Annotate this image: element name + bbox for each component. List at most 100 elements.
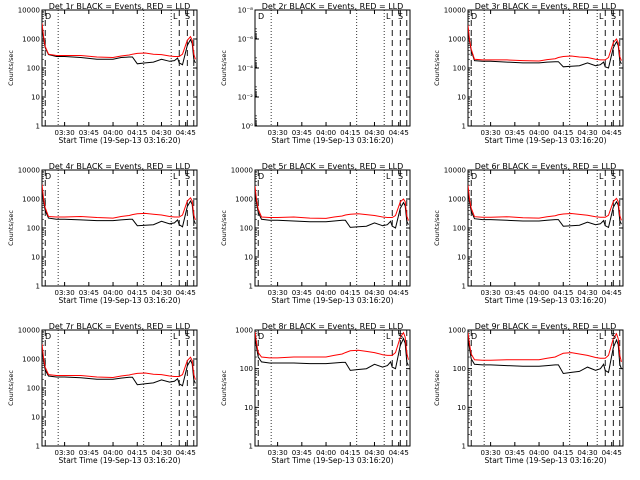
x-tick-label: 04:00 — [529, 129, 549, 137]
x-tick-label: 04:15 — [127, 449, 147, 457]
y-tick-label: 10 — [31, 254, 40, 262]
x-tick-label: 03:30 — [481, 449, 501, 457]
x-tick-label: 04:45 — [176, 449, 196, 457]
y-tick-label: 100 — [240, 365, 253, 373]
y-tick-label: 10 — [457, 254, 466, 262]
chart-panel: Det 8r BLACK = Events, RED = LLD Counts/s… — [220, 322, 411, 465]
series-line-events — [42, 346, 196, 387]
chart-title: Det 8r BLACK = Events, RED = LLD — [262, 322, 404, 331]
x-axis-label: Start Time (19-Sep-13 03:16:20) — [272, 456, 394, 465]
series-line-events — [468, 337, 622, 375]
y-tick-label: 10⁻⁸ — [238, 7, 254, 15]
y-tick-label: 1 — [462, 283, 466, 291]
x-tick-label: 04:15 — [340, 129, 360, 137]
x-tick-label: 04:30 — [364, 289, 384, 297]
series-line-events — [255, 189, 409, 229]
plot-frame — [467, 329, 624, 447]
chart-title: Det 6r BLACK = Events, RED = LLD — [475, 162, 617, 171]
y-tick-label: 1000 — [22, 196, 40, 204]
series-line-lld — [468, 185, 622, 221]
x-tick-label: 03:30 — [481, 129, 501, 137]
y-axis-label: Counts/sec — [433, 50, 441, 86]
x-tick-label: 04:15 — [127, 129, 147, 137]
x-tick-label: 04:45 — [602, 129, 622, 137]
mode-marker-s: S — [611, 172, 616, 181]
chart-title: Det 7r BLACK = Events, RED = LLD — [49, 322, 191, 331]
x-tick-label: 04:30 — [364, 129, 384, 137]
x-tick-label: 04:30 — [577, 129, 597, 137]
x-tick-label: 04:00 — [529, 449, 549, 457]
y-tick-label: 1000 — [235, 327, 253, 335]
x-tick-label: 04:30 — [151, 129, 171, 137]
chart-title: Det 1r BLACK = Events, RED = LLD — [49, 2, 191, 11]
x-tick-label: 04:15 — [127, 289, 147, 297]
mode-marker-s: S — [185, 172, 190, 181]
mode-marker-d: D — [471, 332, 477, 341]
y-tick-label: 10⁻⁴ — [238, 65, 254, 73]
x-tick-label: 04:30 — [577, 289, 597, 297]
y-tick-label: 1 — [249, 283, 253, 291]
y-tick-label: 10000 — [18, 327, 40, 335]
x-tick-label: 03:45 — [79, 289, 99, 297]
y-tick-label: 100 — [240, 225, 253, 233]
mode-marker-d: D — [258, 332, 264, 341]
y-tick-label: 10⁻⁶ — [238, 36, 254, 44]
y-tick-label: 10 — [457, 94, 466, 102]
plot-frame — [254, 329, 411, 447]
y-axis-label: Counts/sec — [7, 210, 15, 246]
series-line-lld — [42, 184, 196, 221]
series-line-events — [468, 187, 622, 229]
series-line-lld — [468, 332, 622, 363]
series-line-lld — [468, 25, 622, 62]
chart-panel: Det 1r BLACK = Events, RED = LLD Counts/s… — [7, 2, 198, 145]
chart-title: Det 4r BLACK = Events, RED = LLD — [49, 162, 191, 171]
plot-frame — [41, 9, 198, 127]
x-axis-label: Start Time (19-Sep-13 03:16:20) — [272, 136, 394, 145]
y-tick-label: 100 — [27, 385, 40, 393]
mode-marker-l: L — [599, 172, 604, 181]
y-tick-label: 10 — [457, 404, 466, 412]
mode-marker-s: S — [398, 332, 403, 341]
y-tick-label: 10 — [31, 414, 40, 422]
x-axis-label: Start Time (19-Sep-13 03:16:20) — [485, 136, 607, 145]
chart-panel: Det 9r BLACK = Events, RED = LLD Counts/s… — [433, 322, 624, 465]
y-tick-label: 10000 — [444, 7, 466, 15]
mode-marker-s: S — [398, 172, 403, 181]
chart-panel: Det 4r BLACK = Events, RED = LLD Counts/s… — [7, 162, 198, 305]
x-axis-label: Start Time (19-Sep-13 03:16:20) — [485, 456, 607, 465]
x-axis-label: Start Time (19-Sep-13 03:16:20) — [485, 296, 607, 305]
x-tick-label: 04:00 — [103, 449, 123, 457]
y-axis-label: Counts/sec — [433, 210, 441, 246]
x-tick-label: 04:00 — [316, 289, 336, 297]
plot-frame — [467, 169, 624, 287]
series-line-lld — [255, 185, 409, 221]
series-line-lld — [42, 343, 196, 380]
chart-panel: Det 6r BLACK = Events, RED = LLD Counts/s… — [433, 162, 624, 305]
x-tick-label: 03:45 — [505, 129, 525, 137]
x-tick-label: 04:15 — [553, 289, 573, 297]
x-tick-label: 03:45 — [292, 129, 312, 137]
chart-panel: Det 2r BLACK = Events, RED = LLD Counts/s… — [220, 2, 411, 145]
x-tick-label: 03:30 — [268, 289, 288, 297]
mode-marker-d: D — [45, 172, 51, 181]
x-tick-label: 04:45 — [389, 449, 409, 457]
x-tick-label: 04:00 — [316, 449, 336, 457]
mode-marker-d: D — [258, 12, 264, 21]
x-tick-label: 04:00 — [103, 289, 123, 297]
x-axis-label: Start Time (19-Sep-13 03:16:20) — [59, 456, 181, 465]
x-tick-label: 04:30 — [577, 449, 597, 457]
chart-title: Det 9r BLACK = Events, RED = LLD — [475, 322, 617, 331]
y-tick-label: 1000 — [448, 327, 466, 335]
x-tick-label: 04:45 — [602, 289, 622, 297]
x-tick-label: 04:00 — [316, 129, 336, 137]
plot-frame — [41, 169, 198, 287]
y-tick-label: 10000 — [444, 167, 466, 175]
y-tick-label: 10⁰ — [241, 123, 253, 131]
y-tick-label: 1 — [249, 443, 253, 451]
x-tick-label: 04:45 — [602, 449, 622, 457]
y-tick-label: 1 — [462, 443, 466, 451]
y-tick-label: 1 — [36, 443, 40, 451]
y-tick-label: 1000 — [448, 196, 466, 204]
y-axis-label: Counts/sec — [7, 50, 15, 86]
